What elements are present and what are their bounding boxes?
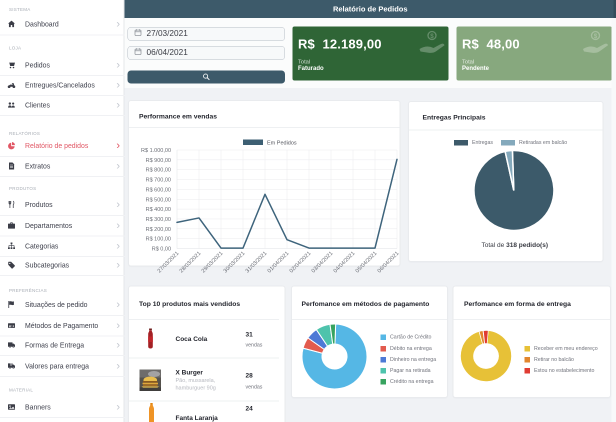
svg-text:28/03/2021: 28/03/2021 (179, 251, 203, 275)
svg-text:R$ 1.000,00: R$ 1.000,00 (141, 148, 171, 154)
svg-text:06/04/2021: 06/04/2021 (377, 251, 401, 275)
svg-text:$: $ (10, 363, 12, 367)
svg-text:R$ 800,00: R$ 800,00 (146, 168, 171, 174)
svg-text:R$ 700,00: R$ 700,00 (146, 178, 171, 184)
svg-text:R$ 100,00: R$ 100,00 (146, 237, 171, 243)
svg-text:R$ 500,00: R$ 500,00 (146, 197, 171, 203)
svg-text:R$ 0,00: R$ 0,00 (152, 247, 171, 253)
svg-text:27/03/2021: 27/03/2021 (157, 251, 181, 275)
svg-text:04/04/2021: 04/04/2021 (333, 251, 357, 275)
svg-text:R$ 300,00: R$ 300,00 (146, 217, 171, 223)
svg-text:30/03/2021: 30/03/2021 (223, 251, 247, 275)
svg-text:31/03/2021: 31/03/2021 (245, 251, 269, 275)
svg-text:Em Pedidos: Em Pedidos (267, 141, 297, 147)
svg-text:R$ 400,00: R$ 400,00 (146, 207, 171, 213)
svg-text:03/04/2021: 03/04/2021 (311, 251, 335, 275)
svg-text:R$ 900,00: R$ 900,00 (146, 158, 171, 164)
svg-text:02/04/2021: 02/04/2021 (289, 251, 313, 275)
svg-text:$: $ (594, 33, 598, 40)
svg-text:29/03/2021: 29/03/2021 (201, 251, 225, 275)
svg-text:R$ 200,00: R$ 200,00 (146, 227, 171, 233)
svg-text:01/04/2021: 01/04/2021 (267, 251, 291, 275)
svg-text:$: $ (430, 33, 434, 40)
svg-text:R$ 600,00: R$ 600,00 (146, 187, 171, 193)
svg-text:05/04/2021: 05/04/2021 (355, 251, 379, 275)
